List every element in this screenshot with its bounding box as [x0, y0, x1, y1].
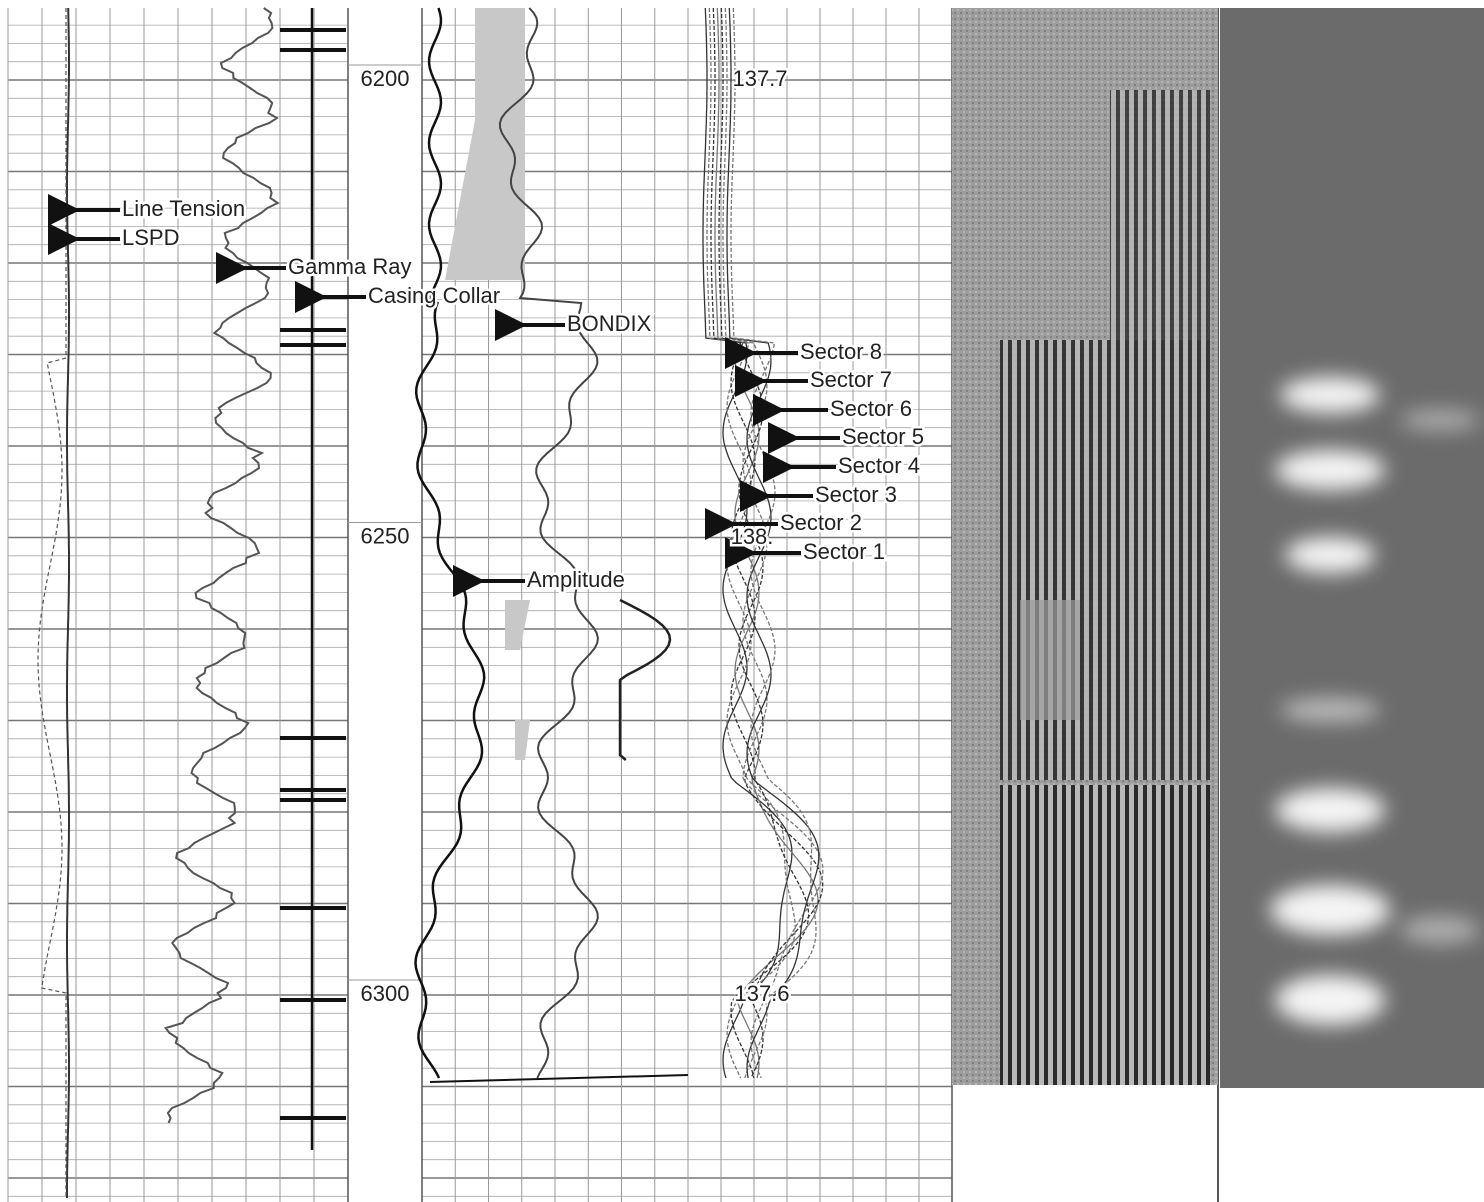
sector-label: Sector 3 — [815, 482, 897, 507]
radial-image — [1220, 8, 1484, 1088]
sector-label: Sector 6 — [830, 396, 912, 421]
sector-label: Sector 8 — [800, 339, 882, 364]
amplitude-5ft — [618, 598, 672, 761]
annotation: 137.7 — [732, 66, 787, 91]
curve-label: Line Tension — [122, 196, 245, 221]
curve-label: Amplitude — [527, 567, 625, 592]
grid — [7, 8, 1219, 1202]
sector-label: Sector 5 — [842, 424, 924, 449]
gamma-ray — [164, 7, 280, 1124]
depth-label: 6300 — [361, 981, 410, 1006]
labels: 6200 6250 6300 Line Tension LSPD Gamma Ray Cas… — [47, 63, 926, 1008]
depth-label: 6250 — [361, 523, 410, 548]
curve-label: BONDIX — [567, 311, 652, 336]
amplitude — [414, 7, 486, 1079]
sector-label: Sector 7 — [810, 367, 892, 392]
sector-label: Sector 2 — [780, 510, 862, 535]
bondix — [498, 7, 599, 1079]
sector-curve — [730, 7, 817, 1079]
line-tension — [66, 7, 70, 1198]
sector-label: Sector 4 — [838, 453, 920, 478]
base — [429, 1074, 689, 1083]
annotation: 137.6 — [734, 981, 789, 1006]
depth-label: 6200 — [361, 66, 410, 91]
sector-label: Sector 1 — [803, 539, 885, 564]
shade — [505, 600, 530, 760]
sector-curve — [726, 7, 820, 1079]
vdl-image — [952, 8, 1218, 1085]
curves — [37, 7, 824, 1198]
curve-label: Gamma Ray — [288, 254, 411, 279]
annotation: 138. — [731, 524, 774, 549]
shade — [445, 8, 525, 280]
curve-label: Casing Collar — [368, 283, 500, 308]
curve-label: LSPD — [122, 225, 179, 250]
